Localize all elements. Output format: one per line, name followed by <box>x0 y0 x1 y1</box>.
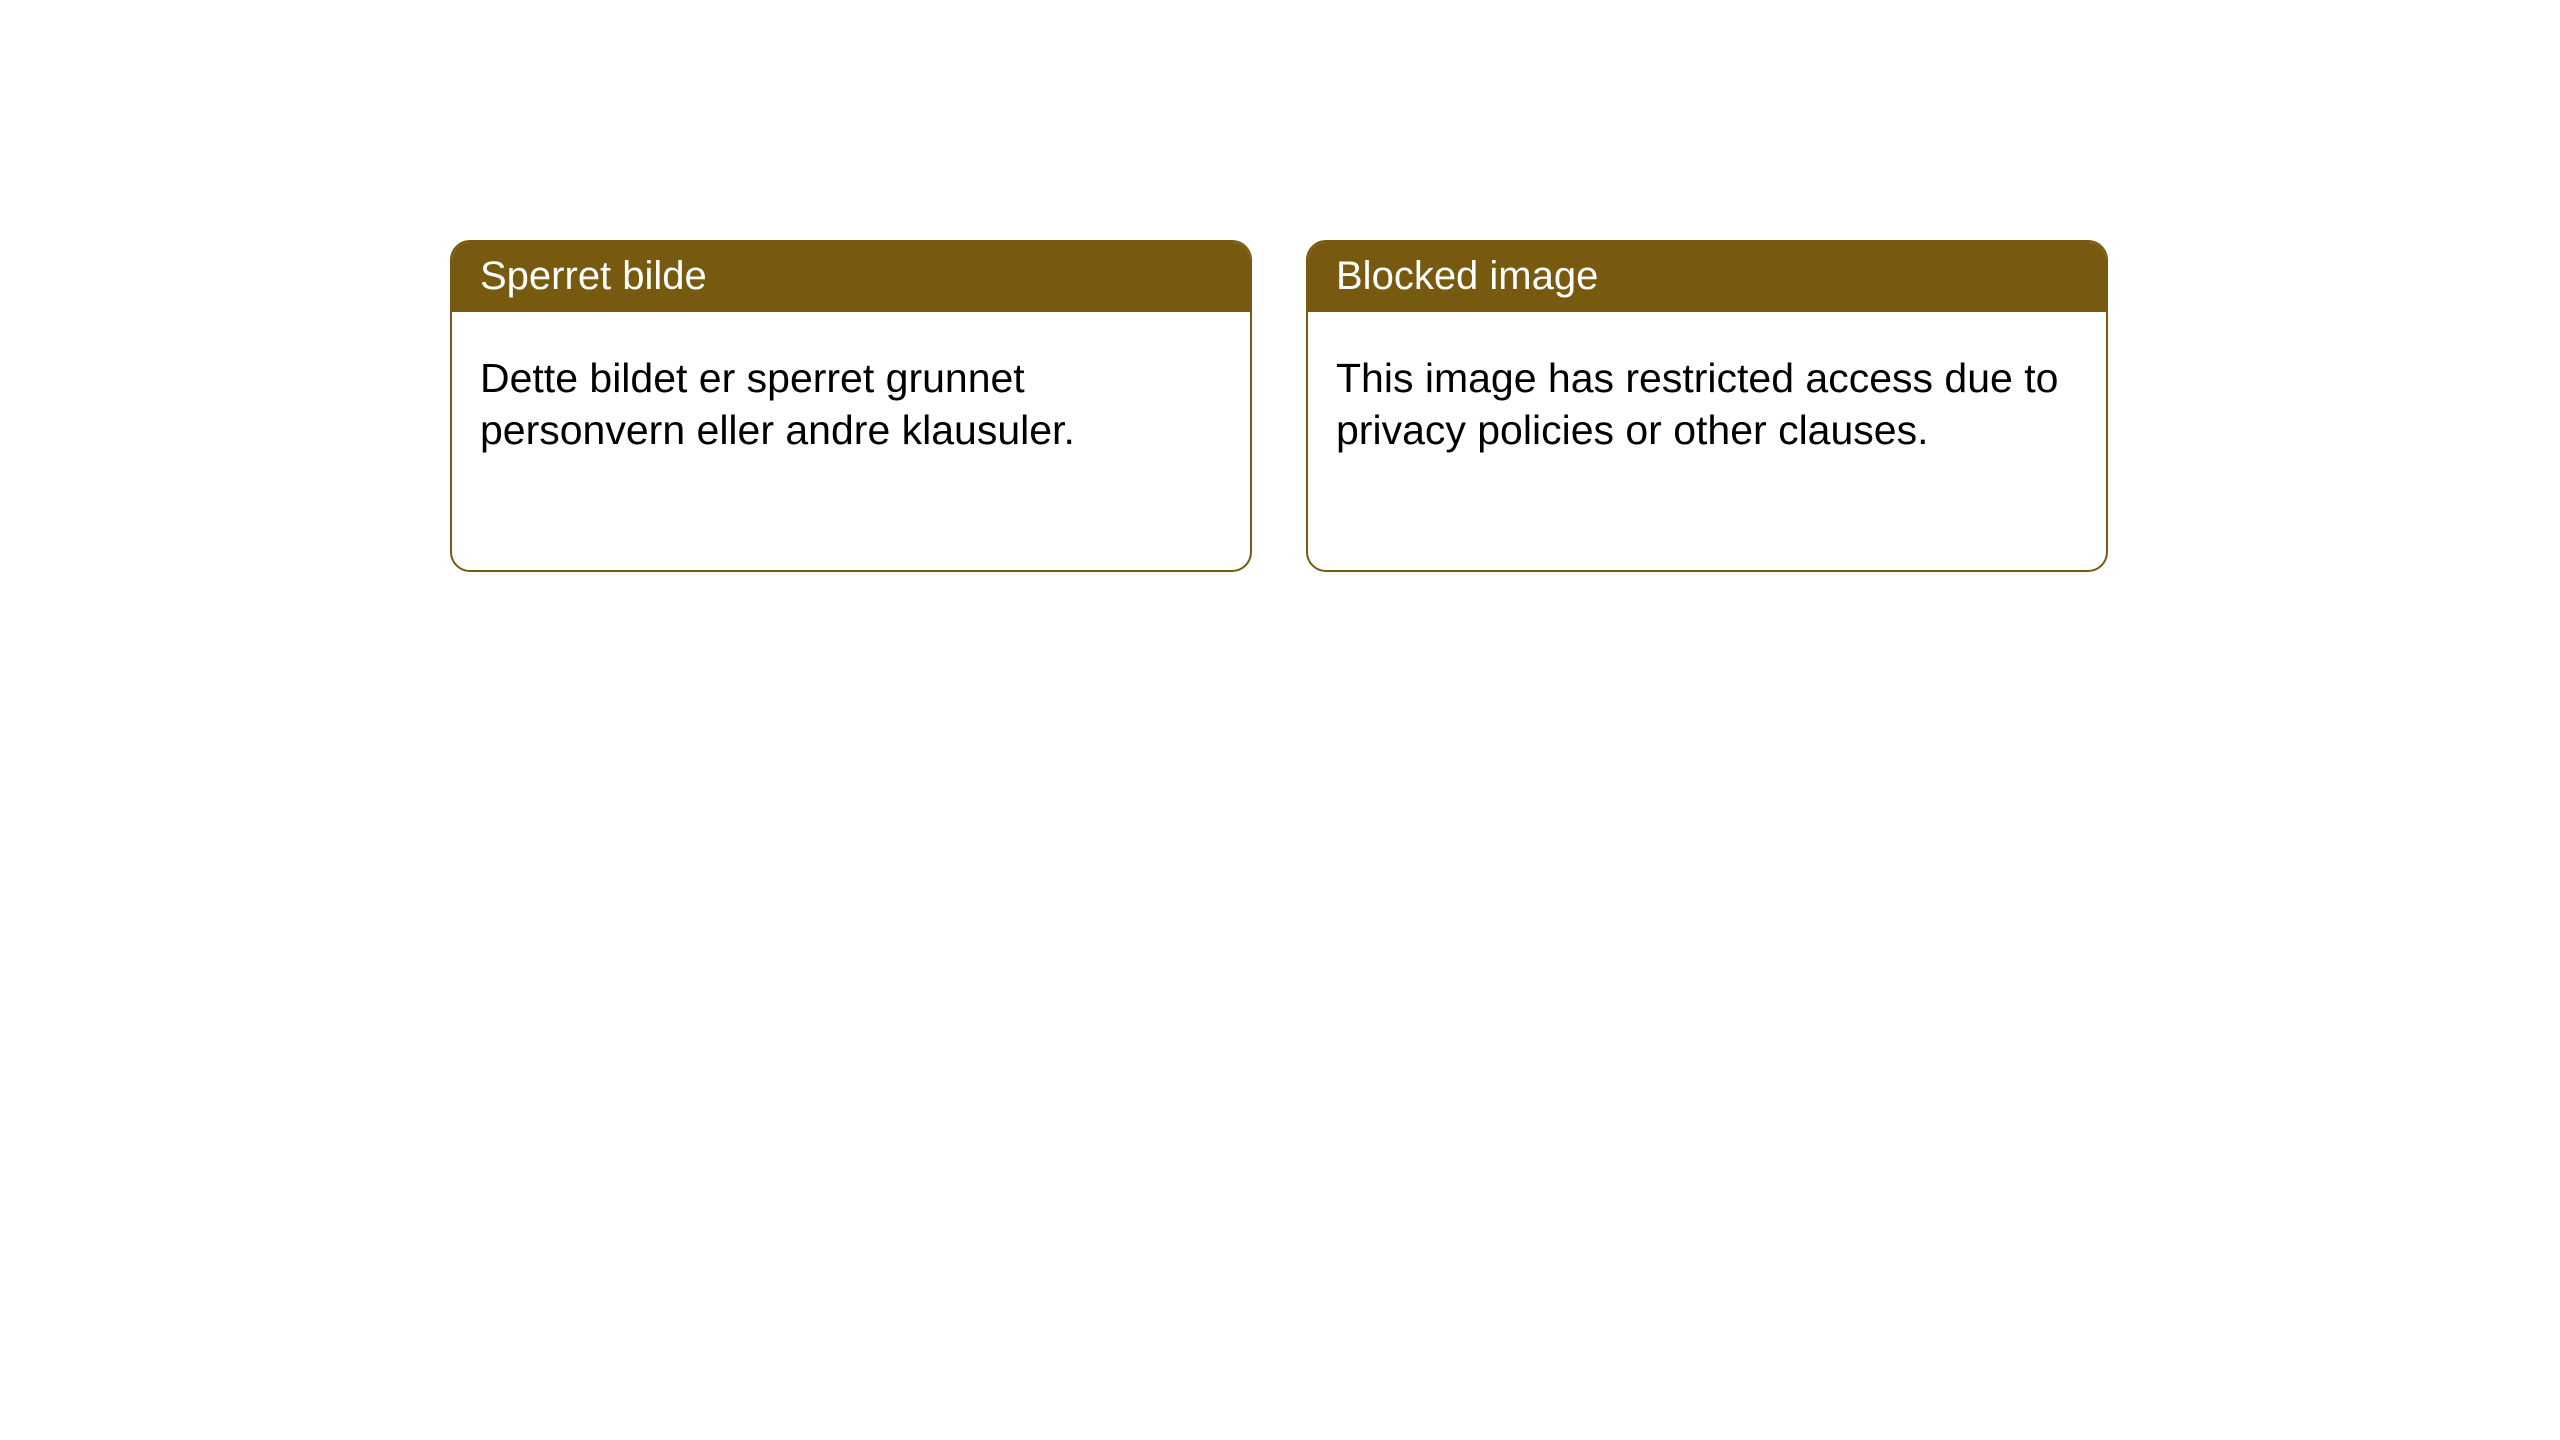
card-body-text: Dette bildet er sperret grunnet personve… <box>452 312 1250 485</box>
card-body-text: This image has restricted access due to … <box>1308 312 2106 485</box>
card-title: Blocked image <box>1308 242 2106 312</box>
card-title: Sperret bilde <box>452 242 1250 312</box>
notice-cards-container: Sperret bilde Dette bildet er sperret gr… <box>0 0 2560 572</box>
blocked-image-card-norwegian: Sperret bilde Dette bildet er sperret gr… <box>450 240 1252 572</box>
blocked-image-card-english: Blocked image This image has restricted … <box>1306 240 2108 572</box>
